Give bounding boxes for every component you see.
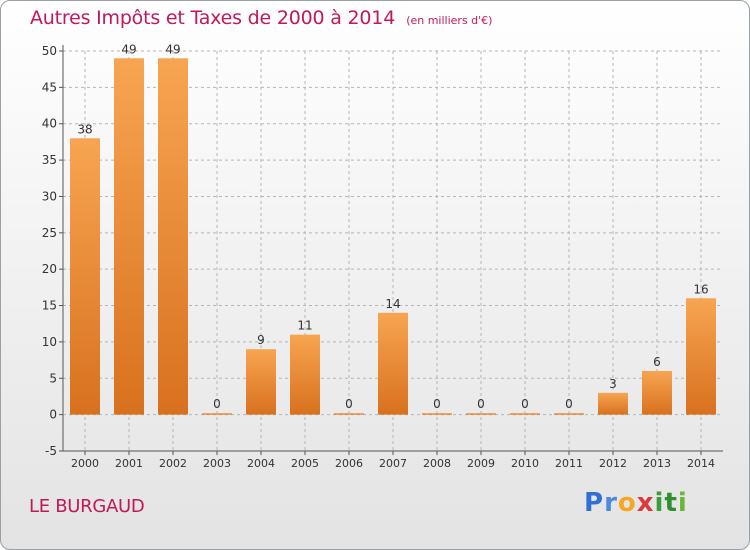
x-tick-label-2008: 2008 — [423, 457, 451, 470]
proxiti-logo[interactable]: Proxiti — [584, 488, 688, 518]
y-tick-label: 10 — [42, 335, 57, 349]
logo-letter: x — [636, 488, 655, 518]
axes — [59, 45, 723, 455]
bar-2012[interactable] — [598, 392, 628, 415]
x-tick-label-2013: 2013 — [643, 457, 671, 470]
y-tick-label: 50 — [42, 44, 57, 58]
data-label-2009: 0 — [477, 397, 485, 411]
x-tick-label-2011: 2011 — [555, 457, 583, 470]
data-label-2010: 0 — [521, 397, 529, 411]
y-tick-label: 15 — [42, 299, 57, 313]
bar-2004[interactable] — [246, 349, 276, 415]
logo-letter: o — [617, 488, 637, 518]
y-tick-label: 45 — [42, 80, 57, 94]
data-label-2011: 0 — [565, 397, 573, 411]
bar-2013[interactable] — [642, 371, 672, 415]
data-label-2008: 0 — [433, 397, 441, 411]
y-tick-label: 40 — [42, 117, 57, 131]
bar-2005[interactable] — [290, 334, 320, 415]
y-tick-label: 0 — [49, 408, 57, 422]
x-tick-label-2014: 2014 — [687, 457, 715, 470]
data-label-2012: 3 — [609, 377, 617, 391]
bar-2010[interactable] — [510, 413, 540, 415]
y-tick-label: 25 — [42, 226, 57, 240]
data-label-2002: 49 — [165, 42, 180, 56]
chart-title: Autres Impôts et Taxes de 2000 à 2014 — [30, 7, 396, 29]
bar-2007[interactable] — [378, 312, 408, 415]
data-label-2007: 14 — [385, 297, 400, 311]
bar-2009[interactable] — [466, 413, 496, 415]
x-tick-label-2002: 2002 — [159, 457, 187, 470]
logo-letter: P — [584, 488, 605, 518]
bar-2014[interactable] — [686, 298, 716, 415]
x-tick-label-2000: 2000 — [71, 457, 99, 470]
y-tick-label: -5 — [45, 444, 57, 458]
bars — [70, 58, 716, 415]
x-tick-label-2005: 2005 — [291, 457, 319, 470]
bar-2003[interactable] — [202, 413, 232, 415]
x-tick-label-2007: 2007 — [379, 457, 407, 470]
y-tick-label: 5 — [49, 371, 57, 385]
bar-2011[interactable] — [554, 413, 584, 415]
x-tick-label-2012: 2012 — [599, 457, 627, 470]
data-label-2013: 6 — [653, 355, 661, 369]
labels: -505101520253035404550382000492001492002… — [42, 42, 715, 470]
data-label-2001: 49 — [121, 42, 136, 56]
y-tick-label: 35 — [42, 153, 57, 167]
logo-letter: i — [654, 488, 665, 518]
data-label-2006: 0 — [345, 397, 353, 411]
data-label-2014: 16 — [693, 282, 708, 296]
logo-letter: r — [604, 488, 618, 518]
logo-letter: t — [664, 488, 678, 518]
data-label-2004: 9 — [257, 333, 265, 347]
y-tick-label: 30 — [42, 189, 57, 203]
x-tick-label-2010: 2010 — [511, 457, 539, 470]
x-tick-label-2001: 2001 — [115, 457, 143, 470]
data-label-2000: 38 — [77, 122, 92, 136]
bar-2000[interactable] — [70, 138, 100, 415]
chart-unit: (en milliers d'€) — [406, 14, 493, 27]
bar-2002[interactable] — [158, 58, 188, 415]
bar-2008[interactable] — [422, 413, 452, 415]
y-tick-label: 20 — [42, 262, 57, 276]
chart-title-block: Autres Impôts et Taxes de 2000 à 2014 (e… — [30, 7, 492, 29]
bar-2006[interactable] — [334, 413, 364, 415]
place-name: LE BURGAUD — [29, 496, 145, 517]
bar-2001[interactable] — [114, 58, 144, 415]
x-tick-label-2006: 2006 — [335, 457, 363, 470]
x-tick-label-2009: 2009 — [467, 457, 495, 470]
logo-letter: i — [677, 488, 688, 518]
x-tick-label-2003: 2003 — [203, 457, 231, 470]
data-label-2005: 11 — [297, 319, 312, 333]
x-tick-label-2004: 2004 — [247, 457, 275, 470]
data-label-2003: 0 — [213, 397, 221, 411]
